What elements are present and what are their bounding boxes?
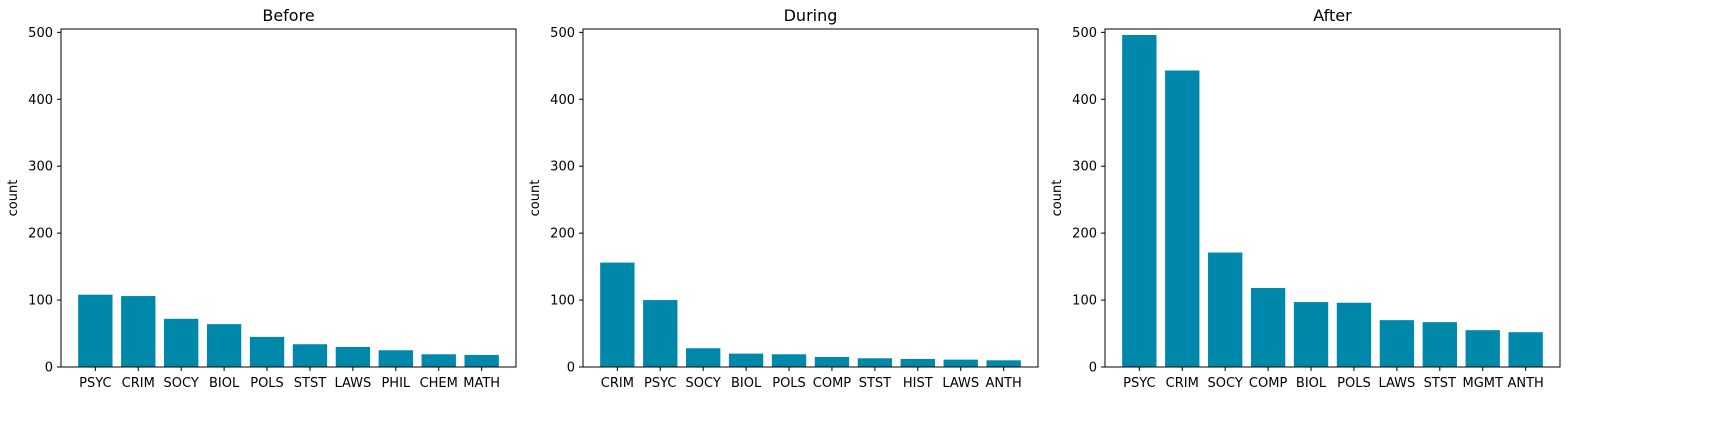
x-tick-label: HIST bbox=[903, 376, 933, 391]
x-tick-label: STST bbox=[294, 376, 326, 391]
y-axis-label: count bbox=[6, 180, 21, 217]
x-tick-label: POLS bbox=[772, 376, 806, 391]
y-tick-label: 200 bbox=[1072, 227, 1097, 242]
bar-socy bbox=[1208, 252, 1243, 367]
bar-comp bbox=[1250, 288, 1286, 367]
x-tick-label: ANTH bbox=[1507, 376, 1543, 391]
plot-frame bbox=[582, 28, 1039, 368]
x-tick-label: POLS bbox=[1337, 376, 1371, 391]
bar-psyc bbox=[78, 294, 113, 367]
x-tick-label: LAWS bbox=[334, 376, 371, 391]
x-tick-label: MGMT bbox=[1463, 376, 1504, 391]
y-tick-label: 300 bbox=[1072, 160, 1097, 175]
x-tick-label: SOCY bbox=[1208, 376, 1243, 391]
chart-panel-3: PSYC CRIM SOCY COMP BIOL POLS LAWS STST MGMT ANTH… bbox=[1050, 6, 1561, 391]
x-tick-label: COMP bbox=[813, 376, 852, 391]
x-tick-label: SOCY bbox=[686, 376, 721, 391]
x-tick-label: BIOL bbox=[1296, 376, 1327, 391]
x-tick-label: CRIM bbox=[601, 376, 634, 391]
y-tick-label: 0 bbox=[1089, 361, 1097, 376]
bar-laws bbox=[1379, 320, 1415, 367]
plot-frame bbox=[60, 28, 517, 368]
chart-title: During bbox=[784, 6, 838, 25]
bar-psyc bbox=[1122, 35, 1157, 368]
x-tick-label: MATH bbox=[463, 376, 500, 391]
bar-phil bbox=[378, 350, 413, 367]
y-tick-label: 100 bbox=[1072, 294, 1097, 309]
y-tick-label: 200 bbox=[28, 227, 53, 242]
y-tick-label: 400 bbox=[550, 93, 575, 108]
chart-title: Before bbox=[262, 6, 314, 25]
plot-frame bbox=[1104, 28, 1561, 368]
bar-crim bbox=[1165, 70, 1200, 367]
bar-mgmt bbox=[1465, 330, 1500, 367]
bar-socy bbox=[686, 348, 721, 367]
bar-comp bbox=[814, 356, 850, 367]
x-tick-label: PSYC bbox=[1123, 376, 1155, 391]
x-tick-label: SOCY bbox=[164, 376, 199, 391]
bar-stst bbox=[292, 344, 328, 367]
y-tick-label: 400 bbox=[1072, 93, 1097, 108]
x-tick-label: LAWS bbox=[1378, 376, 1415, 391]
y-tick-label: 500 bbox=[550, 26, 575, 41]
bar-crim bbox=[600, 262, 635, 367]
bar-chem bbox=[421, 354, 456, 367]
x-tick-label: STST bbox=[859, 376, 891, 391]
x-tick-label: PSYC bbox=[79, 376, 111, 391]
x-tick-label: POLS bbox=[250, 376, 284, 391]
bar-biol bbox=[206, 324, 242, 367]
y-tick-label: 500 bbox=[28, 26, 53, 41]
y-tick-label: 100 bbox=[28, 294, 53, 309]
bar-pols bbox=[771, 354, 807, 367]
y-axis-label: count bbox=[1050, 180, 1065, 217]
x-tick-label: ANTH bbox=[985, 376, 1021, 391]
bar-biol bbox=[1293, 302, 1329, 367]
y-axis-label: count bbox=[528, 180, 543, 217]
bar-stst bbox=[857, 358, 893, 367]
y-tick-label: 300 bbox=[550, 160, 575, 175]
x-tick-label: BIOL bbox=[209, 376, 240, 391]
y-tick-label: 200 bbox=[550, 227, 575, 242]
x-tick-label: BIOL bbox=[731, 376, 762, 391]
chart-panel-2: CRIM PSYC SOCY BIOL POLS COMP STST HIST LAWS ANTH… bbox=[528, 6, 1039, 391]
bar-math bbox=[464, 354, 499, 367]
y-tick-label: 100 bbox=[550, 294, 575, 309]
x-tick-label: LAWS bbox=[942, 376, 979, 391]
x-tick-label: CHEM bbox=[420, 376, 458, 391]
bar-laws bbox=[335, 346, 371, 367]
bar-pols bbox=[249, 336, 285, 367]
chart-title: After bbox=[1313, 6, 1352, 25]
x-tick-label: CRIM bbox=[122, 376, 155, 391]
bar-anth bbox=[1508, 332, 1543, 367]
x-tick-label: CRIM bbox=[1166, 376, 1199, 391]
x-tick-label: COMP bbox=[1249, 376, 1288, 391]
bar-anth bbox=[986, 360, 1021, 367]
y-tick-label: 500 bbox=[1072, 26, 1097, 41]
bar-stst bbox=[1422, 322, 1457, 367]
bar-biol bbox=[728, 353, 764, 367]
bar-hist bbox=[900, 358, 935, 367]
bar-socy bbox=[164, 318, 199, 367]
bar-laws bbox=[943, 359, 978, 367]
y-tick-label: 0 bbox=[45, 361, 53, 376]
y-tick-label: 400 bbox=[28, 93, 53, 108]
x-tick-label: STST bbox=[1424, 376, 1456, 391]
bar-pols bbox=[1336, 302, 1372, 367]
y-tick-label: 300 bbox=[28, 160, 53, 175]
x-tick-label: PHIL bbox=[381, 376, 410, 391]
bar-psyc bbox=[643, 300, 678, 367]
bar-crim bbox=[121, 296, 156, 367]
y-tick-label: 0 bbox=[567, 361, 575, 376]
x-tick-label: PSYC bbox=[644, 376, 676, 391]
chart-panel-1: PSYC CRIM SOCY BIOL POLS STST LAWS PHIL CHEM MATH… bbox=[6, 6, 517, 391]
